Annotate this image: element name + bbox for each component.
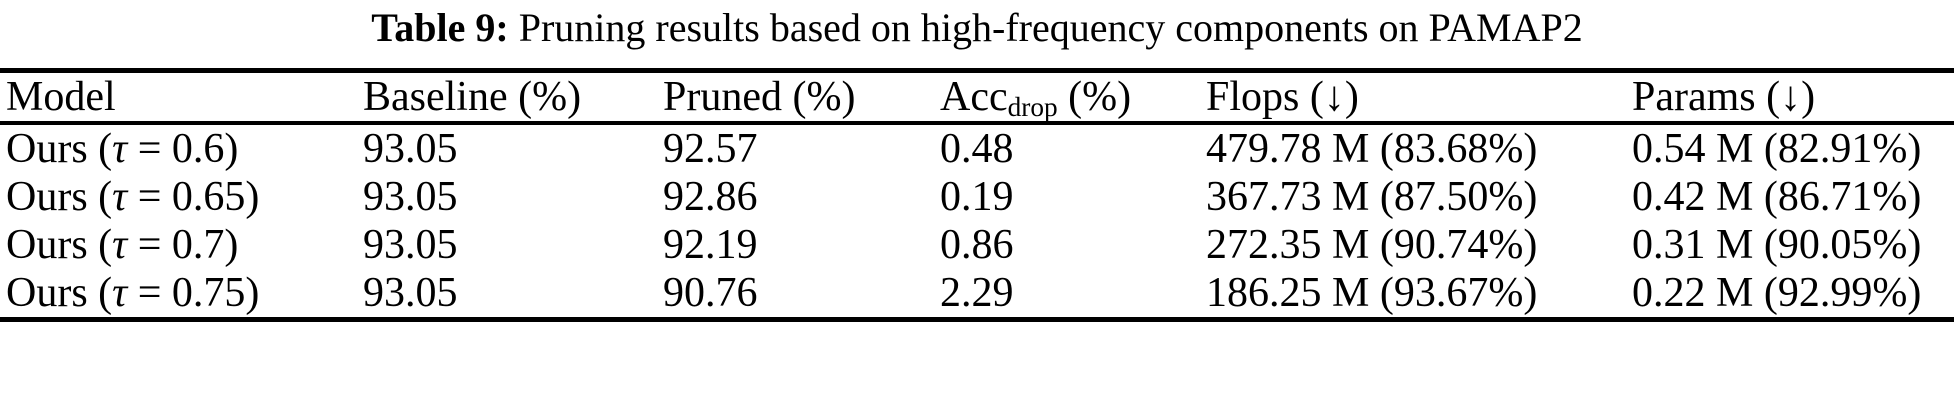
model-cell: Ours (τ = 0.6) xyxy=(0,123,363,173)
table-caption: Table 9: Pruning results based on high-f… xyxy=(0,0,1954,68)
col-header-params: Params (↓) xyxy=(1632,74,1816,120)
params-cell: 0.31 M (90.05%) xyxy=(1632,222,1922,268)
accdrop-cell: 0.48 xyxy=(940,126,1014,172)
tau-symbol: τ xyxy=(112,222,128,268)
model-text: Ours ( xyxy=(6,270,113,316)
accdrop-suffix: (%) xyxy=(1057,74,1132,120)
accdrop-cell: 0.19 xyxy=(940,174,1014,220)
model-text: = 0.75) xyxy=(127,270,260,316)
table-header: Model Baseline (%) Pruned (%) Accdrop (%… xyxy=(0,70,1954,124)
baseline-cell: 93.05 xyxy=(363,174,458,220)
params-cell: 0.54 M (82.91%) xyxy=(1632,126,1922,172)
tau-symbol: τ xyxy=(112,174,128,220)
pruned-cell: 92.86 xyxy=(663,174,758,220)
model-text: Ours ( xyxy=(6,174,113,220)
col-header-accdrop: Accdrop (%) xyxy=(940,71,1206,124)
flops-cell: 272.35 M (90.74%) xyxy=(1206,222,1538,268)
flops-cell: 367.73 M (87.50%) xyxy=(1206,174,1538,220)
params-cell: 0.22 M (92.99%) xyxy=(1632,270,1922,316)
table-row: Ours (τ = 0.6) 93.05 92.57 0.48 479.78 M… xyxy=(0,123,1954,173)
accdrop-cell: 2.29 xyxy=(940,270,1014,316)
table-row: Ours (τ = 0.7) 93.05 92.19 0.86 272.35 M… xyxy=(0,221,1954,269)
flops-cell: 479.78 M (83.68%) xyxy=(1206,126,1538,172)
baseline-cell: 93.05 xyxy=(363,222,458,268)
pruning-results-table: Model Baseline (%) Pruned (%) Accdrop (%… xyxy=(0,68,1954,322)
pruned-cell: 92.57 xyxy=(663,126,758,172)
tau-symbol: τ xyxy=(112,126,128,172)
tau-symbol: τ xyxy=(112,270,128,316)
table-caption-label: Table 9: xyxy=(371,5,509,50)
model-text: = 0.6) xyxy=(127,126,239,172)
model-text: = 0.7) xyxy=(127,222,239,268)
baseline-cell: 93.05 xyxy=(363,126,458,172)
flops-cell: 186.25 M (93.67%) xyxy=(1206,270,1538,316)
model-cell: Ours (τ = 0.75) xyxy=(0,269,363,320)
model-text: = 0.65) xyxy=(127,174,260,220)
accdrop-subscript: drop xyxy=(1007,92,1058,122)
table-row: Ours (τ = 0.65) 93.05 92.86 0.19 367.73 … xyxy=(0,173,1954,221)
col-header-flops: Flops (↓) xyxy=(1206,74,1359,120)
col-header-baseline: Baseline (%) xyxy=(363,74,582,120)
accdrop-cell: 0.86 xyxy=(940,222,1014,268)
model-text: Ours ( xyxy=(6,126,113,172)
col-header-pruned: Pruned (%) xyxy=(663,74,856,120)
table-caption-text: Pruning results based on high-frequency … xyxy=(508,5,1583,50)
table-header-row: Model Baseline (%) Pruned (%) Accdrop (%… xyxy=(0,70,1954,124)
table-body: Ours (τ = 0.6) 93.05 92.57 0.48 479.78 M… xyxy=(0,123,1954,320)
table-row: Ours (τ = 0.75) 93.05 90.76 2.29 186.25 … xyxy=(0,269,1954,320)
baseline-cell: 93.05 xyxy=(363,270,458,316)
model-text: Ours ( xyxy=(6,222,113,268)
accdrop-label: Acc xyxy=(940,74,1008,120)
pruned-cell: 92.19 xyxy=(663,222,758,268)
pruned-cell: 90.76 xyxy=(663,270,758,316)
params-cell: 0.42 M (86.71%) xyxy=(1632,174,1922,220)
model-cell: Ours (τ = 0.7) xyxy=(0,221,363,269)
col-header-model: Model xyxy=(6,74,116,120)
model-cell: Ours (τ = 0.65) xyxy=(0,173,363,221)
